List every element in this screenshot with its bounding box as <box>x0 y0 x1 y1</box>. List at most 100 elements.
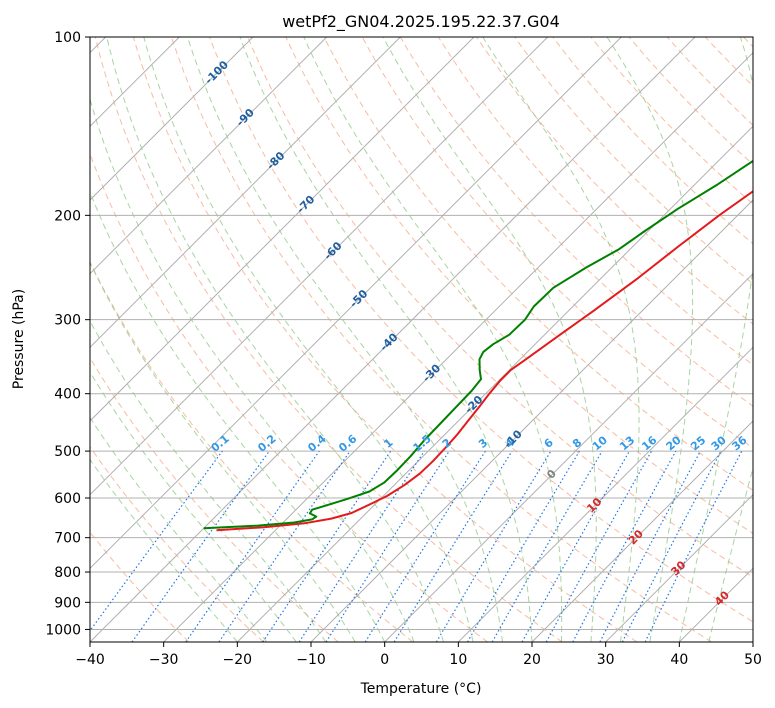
y-tick-label: 800 <box>54 565 81 581</box>
dry-adiabat <box>743 37 753 48</box>
mixing-ratio-line <box>393 450 513 642</box>
isotherm <box>90 37 549 496</box>
mixing-ratio-label: 30 <box>709 433 729 453</box>
y-tick-label: 900 <box>54 595 81 611</box>
y-tick-label: 600 <box>54 491 81 507</box>
plot-frame <box>89 36 754 643</box>
moist-adiabat <box>239 37 533 642</box>
isotherm <box>310 199 753 642</box>
mixing-ratio-label: 25 <box>688 434 708 454</box>
mixing-ratio-line <box>572 450 677 642</box>
isotherm <box>163 51 753 642</box>
x-tick-label: −40 <box>75 652 105 668</box>
moist-adiabat <box>678 37 753 642</box>
isotherm <box>531 420 753 642</box>
dry-adiabat <box>704 37 753 87</box>
mixing-ratio-label: 16 <box>639 433 659 453</box>
x-tick-label: 40 <box>670 652 688 668</box>
x-tick-label: 20 <box>523 652 541 668</box>
x-tick-label: 50 <box>744 652 762 668</box>
moist-adiabat <box>606 37 694 642</box>
dry-adiabat <box>171 37 712 642</box>
moist-adiabat <box>90 458 238 642</box>
moist-adiabat <box>90 416 268 642</box>
y-tick-label: 300 <box>54 313 81 329</box>
mixing-ratio-line <box>325 450 450 642</box>
dry-adiabat <box>590 37 753 205</box>
dry-adiabat <box>285 37 753 535</box>
isotherm <box>236 125 753 642</box>
moist-adiabat <box>90 320 327 642</box>
mixing-ratio-line <box>466 450 580 642</box>
moist-adiabat <box>303 37 563 642</box>
mixing-ratio-line <box>364 450 486 642</box>
moist-adiabat <box>482 37 640 642</box>
mixing-ratio-line <box>90 450 223 632</box>
isotherm <box>678 567 753 642</box>
dry-adiabat <box>90 260 414 642</box>
dry-adiabat <box>476 37 753 325</box>
dry-adiabat <box>247 37 753 578</box>
isotherm <box>90 37 475 422</box>
mixing-ratio-line <box>644 450 743 642</box>
profile-lines <box>203 159 753 532</box>
y-axis: 100 200 300 400 500 600 700 800 900 1000 <box>45 30 90 638</box>
y-tick-label: 400 <box>54 387 81 403</box>
moist-adiabat <box>90 190 386 642</box>
moist-adiabat <box>90 261 356 642</box>
isotherm <box>90 37 254 201</box>
mixing-ratio-label: 8 <box>570 436 584 451</box>
dry-adiabat <box>666 37 753 126</box>
mixing-ratio-label: 13 <box>617 434 637 454</box>
dry-adiabat <box>90 446 264 642</box>
temperature-profile <box>216 190 753 532</box>
isotherm <box>752 641 753 642</box>
mixing-ratio-label: 36 <box>730 433 750 453</box>
y-tick-label: 100 <box>54 30 81 46</box>
mixing-ratio-line <box>185 450 320 642</box>
y-tick-label: 1000 <box>45 622 81 638</box>
dry-adiabat <box>323 37 753 491</box>
mixing-ratio-line <box>298 450 425 642</box>
isotherm <box>90 37 622 570</box>
mixing-ratio-line <box>521 450 631 642</box>
mixing-ratio-label: 3 <box>476 436 490 451</box>
y-tick-label: 200 <box>54 208 81 224</box>
isotherm <box>605 493 753 642</box>
mixing-ratio-line <box>262 450 392 642</box>
dry-adiabat <box>94 37 563 642</box>
moist-adiabat <box>382 37 597 642</box>
dry-adiabat <box>552 37 753 245</box>
isotherm <box>90 37 401 349</box>
dry-adiabat <box>90 531 190 642</box>
mixing-ratio-line <box>218 450 351 642</box>
moist-adiabat <box>708 465 753 642</box>
moist-adiabat <box>90 370 297 642</box>
x-tick-label: −20 <box>223 652 253 668</box>
y-tick-label: 500 <box>54 444 81 460</box>
moist-adiabat <box>143 37 474 642</box>
dry-adiabat <box>90 356 339 642</box>
x-tick-label: 30 <box>597 652 615 668</box>
x-tick-label: −10 <box>296 652 326 668</box>
dry-adiabat <box>437 37 753 366</box>
x-tick-label: 0 <box>380 652 389 668</box>
isotherm <box>90 37 328 275</box>
moist-adiabat <box>187 37 503 642</box>
mixing-ratio-line <box>131 450 270 642</box>
x-tick-label: 10 <box>449 652 467 668</box>
isotherm <box>90 37 696 642</box>
moist-adiabat <box>106 37 445 642</box>
dewpoint-profile <box>203 159 753 530</box>
mixing-ratio-line <box>599 450 702 642</box>
isotherm <box>384 272 753 642</box>
x-axis-label: Temperature (°C) <box>360 681 482 697</box>
chart-title: wetPf2_GN04.2025.195.22.37.G04 <box>282 12 560 32</box>
mixing-ratio-line <box>545 450 653 642</box>
dry-adiabat <box>209 37 753 623</box>
x-axis: −40 −30 −20 −10 0 10 20 30 40 50 <box>75 642 762 668</box>
dry-adiabat <box>90 152 488 642</box>
x-tick-label: −30 <box>149 652 179 668</box>
y-tick-label: 700 <box>54 531 81 547</box>
